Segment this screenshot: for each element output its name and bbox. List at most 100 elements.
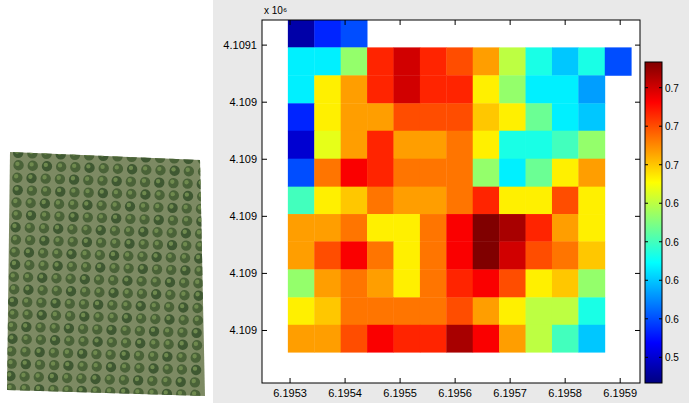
heatmap-cell: [446, 159, 473, 187]
heatmap-cell: [499, 47, 526, 75]
photo-tree-highlight: [42, 175, 47, 180]
photo-tree: [68, 199, 79, 210]
heatmap-cell: [473, 241, 500, 269]
photo-tree-highlight: [112, 227, 117, 232]
photo-tree: [38, 248, 49, 259]
heatmap-cell: [446, 297, 473, 325]
colorbar-tick: [645, 87, 648, 88]
photo-tree: [104, 374, 115, 385]
photo-tree-highlight: [51, 361, 56, 366]
photo-tree: [52, 248, 63, 259]
photo-tree-highlight: [84, 214, 89, 219]
photo-tree-highlight: [8, 360, 13, 365]
axes-frame: [262, 20, 640, 383]
photo-tree: [164, 302, 175, 313]
photo-tree-highlight: [154, 241, 159, 246]
photo-tree: [191, 365, 202, 376]
photo-tree: [134, 350, 145, 361]
photo-tree-highlight: [167, 279, 172, 284]
photo-tree: [108, 275, 119, 286]
figure: 6.19536.19546.19556.19566.19576.19586.19…: [0, 0, 689, 403]
photo-tree: [154, 177, 165, 188]
photo-tree-highlight: [143, 154, 148, 159]
photo-tree-highlight: [140, 228, 145, 233]
photo-tree: [40, 210, 51, 221]
photo-tree-highlight: [157, 167, 162, 172]
photo-tree: [26, 210, 37, 221]
photo-tree: [180, 253, 191, 264]
photo-tree: [36, 310, 47, 321]
photo-tree: [54, 211, 65, 222]
photo-tree: [125, 201, 136, 212]
photo-tree: [183, 166, 194, 177]
photo-tree: [107, 300, 118, 311]
photo-tree-highlight: [56, 213, 61, 218]
colorbar-tick-label: 0.6: [665, 314, 679, 325]
photo-tree-highlight: [39, 274, 44, 279]
heatmap-cell: [552, 214, 579, 242]
photo-tree-highlight: [98, 239, 103, 244]
photo-tree: [178, 302, 189, 313]
colorbar-tick-label: 0.7: [665, 160, 679, 171]
photo-tree: [147, 388, 158, 399]
x-tick-label: 6.1953: [273, 387, 307, 399]
photo-tree-highlight: [184, 180, 189, 185]
heatmap-cell: [526, 269, 553, 297]
photo-tree: [125, 213, 136, 224]
photo-tree: [79, 311, 90, 322]
photo-tree: [194, 253, 205, 264]
photo-tree: [12, 172, 23, 183]
photo-tree-highlight: [24, 311, 29, 316]
photo-tree-highlight: [10, 298, 15, 303]
photo-tree-highlight: [26, 249, 31, 254]
heatmap-cell: [367, 159, 394, 187]
heatmap-cell: [367, 269, 394, 297]
photo-tree-highlight: [50, 386, 55, 391]
x-tick: [345, 20, 346, 25]
photo-tree-highlight: [110, 289, 115, 294]
heatmap-cell: [499, 241, 526, 269]
photo-tree: [41, 149, 52, 160]
photo-tree: [183, 191, 194, 202]
photo-tree-highlight: [41, 225, 46, 230]
photo-tree-highlight: [126, 240, 131, 245]
photo-tree: [13, 160, 24, 171]
photo-tree-highlight: [69, 238, 74, 243]
photo-tree: [169, 153, 180, 164]
photo-tree-highlight: [128, 153, 133, 158]
colorbar-tick: [645, 126, 648, 127]
photo-tree: [150, 276, 161, 287]
y-tick: [262, 159, 267, 160]
colorbar-tick: [659, 87, 662, 88]
heatmap-cell: [341, 269, 368, 297]
heatmap-cell: [394, 214, 421, 242]
colorbar-tick-label: 0.6: [665, 237, 679, 248]
photo-tree-highlight: [97, 227, 102, 232]
photo-tree-highlight: [79, 350, 84, 355]
heatmap-cell: [499, 159, 526, 187]
colorbar-tick: [659, 318, 662, 319]
photo-tree: [112, 188, 123, 199]
photo-tree-highlight: [27, 199, 32, 204]
photo-tree-highlight: [111, 252, 116, 257]
photo-tree-highlight: [123, 339, 128, 344]
photo-tree-highlight: [127, 178, 132, 183]
photo-tree: [11, 197, 22, 208]
photo-tree-highlight: [135, 377, 140, 382]
photo-tree-highlight: [124, 277, 129, 282]
photo-tree: [81, 224, 92, 235]
photo-tree-highlight: [150, 365, 155, 370]
photo-tree-highlight: [136, 364, 141, 369]
photo-tree: [136, 276, 147, 287]
photo-tree-highlight: [65, 349, 70, 354]
photo-tree-highlight: [125, 265, 130, 270]
photo-tree-highlight: [26, 261, 31, 266]
photo-tree-highlight: [123, 302, 128, 307]
heatmap-cell: [288, 103, 315, 131]
photo-tree-highlight: [107, 351, 112, 356]
photo-tree-highlight: [85, 176, 90, 181]
photo-tree: [22, 297, 33, 308]
photo-tree-highlight: [179, 329, 184, 334]
colorbar-tick: [659, 241, 662, 242]
photo-tree: [166, 227, 177, 238]
